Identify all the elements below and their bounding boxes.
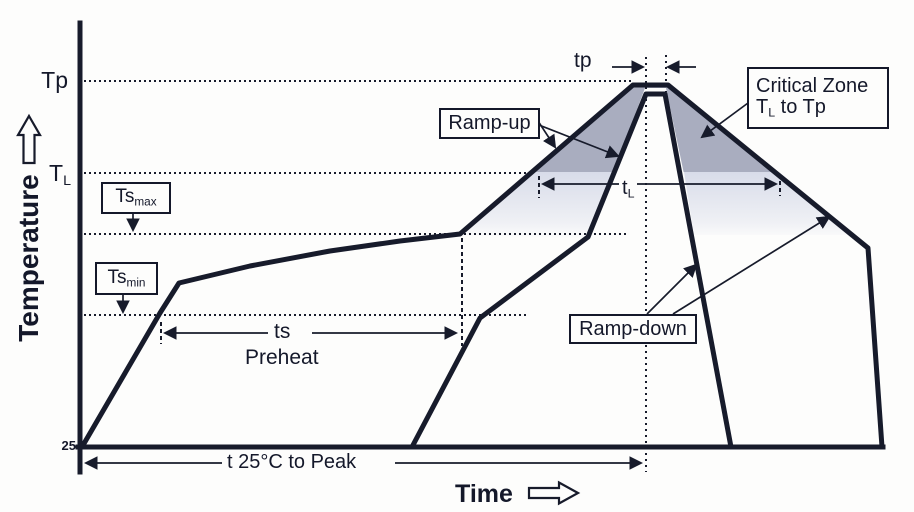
ramp-down-box: Ramp-down [569, 314, 697, 344]
x-axis-title-text: Time [455, 480, 513, 508]
liquidus-band-right-fill [684, 172, 851, 235]
tsmin-main: Ts [107, 266, 127, 288]
x-axis-title: Time [455, 481, 513, 507]
ramp-down-pointer-inner [646, 263, 698, 315]
ramp-up-label: Ramp-up [448, 112, 531, 134]
critical-zone-box: Critical Zone TL to Tp [747, 67, 889, 129]
tl-axis-label: TL [49, 161, 71, 189]
critical-zone-pre: T [756, 96, 769, 119]
tl-axis-sub: L [63, 172, 71, 189]
ts-measure-text: ts [274, 320, 291, 343]
critical-zone-post: to Tp [775, 96, 826, 119]
critical-zone-line2: TL to Tp [756, 97, 826, 119]
ramp-down-label: Ramp-down [579, 317, 687, 340]
tp-axis-text: Tp [41, 67, 68, 93]
critical-zone-sub: L [768, 105, 776, 120]
tp-axis-label: Tp [36, 68, 68, 92]
preheat-text: Preheat [245, 346, 319, 369]
tsmax-main: Ts [115, 186, 135, 208]
tsmin-box: Tsmin [95, 262, 158, 295]
generated-chart-layer [75, 20, 886, 475]
tl-axis-main: T [49, 160, 64, 186]
time-right-arrow-icon [527, 480, 581, 506]
tl-measure-label: tL [619, 178, 638, 201]
preheat-label: Preheat [245, 346, 319, 369]
ts-measure-label: ts [271, 320, 294, 344]
t-total-label: t 25°C to Peak [224, 451, 360, 473]
critical-zone-pointer [700, 102, 749, 139]
ramp-up-box: Ramp-up [439, 108, 540, 139]
tp-measure-text: tp [574, 49, 592, 72]
tl-measure-sub: L [627, 186, 635, 201]
tsmax-box: Tsmax [101, 182, 171, 214]
t-total-text: t 25°C to Peak [227, 451, 357, 473]
ramp-up-pointer-inner [538, 124, 620, 159]
tsmin-sub: min [126, 275, 146, 289]
origin-25-text: 25 [61, 438, 76, 453]
temperature-up-arrow-icon [16, 113, 42, 165]
profile-outer-curve [79, 82, 885, 450]
tsmax-sub: max [134, 195, 157, 209]
critical-zone-line1: Critical Zone [756, 75, 869, 98]
ramp-down-pointer-outer [672, 215, 831, 315]
profile-inner-curve [409, 91, 734, 450]
tsmin-label: Tsmin [107, 266, 146, 290]
tsmax-label: Tsmax [115, 187, 156, 209]
y-axis-title: Temperature [13, 174, 44, 342]
origin-25-label: 25 [54, 439, 76, 453]
tp-measure-label: tp [574, 49, 592, 72]
